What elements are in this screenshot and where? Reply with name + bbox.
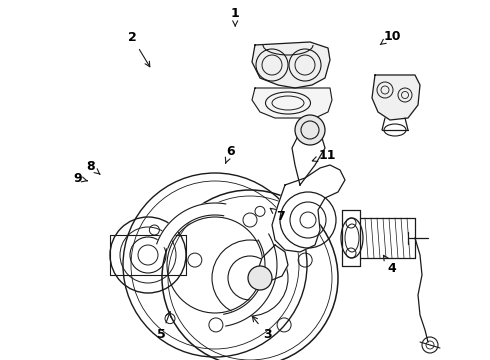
Polygon shape bbox=[272, 165, 345, 252]
Polygon shape bbox=[252, 88, 332, 118]
Text: 4: 4 bbox=[384, 255, 396, 275]
Polygon shape bbox=[372, 75, 420, 120]
Text: 7: 7 bbox=[270, 208, 285, 222]
Polygon shape bbox=[258, 245, 288, 280]
Text: 2: 2 bbox=[128, 31, 150, 67]
Circle shape bbox=[295, 115, 325, 145]
Circle shape bbox=[248, 266, 272, 290]
Text: 10: 10 bbox=[380, 30, 401, 45]
Polygon shape bbox=[157, 203, 226, 248]
Polygon shape bbox=[292, 133, 325, 185]
Text: 1: 1 bbox=[231, 7, 240, 26]
Text: 3: 3 bbox=[252, 316, 271, 341]
Polygon shape bbox=[223, 234, 277, 326]
Text: 6: 6 bbox=[225, 145, 235, 163]
Text: 8: 8 bbox=[86, 160, 100, 174]
Text: 5: 5 bbox=[157, 311, 171, 341]
Text: 9: 9 bbox=[73, 172, 87, 185]
Polygon shape bbox=[252, 42, 330, 88]
Text: 11: 11 bbox=[312, 149, 336, 162]
